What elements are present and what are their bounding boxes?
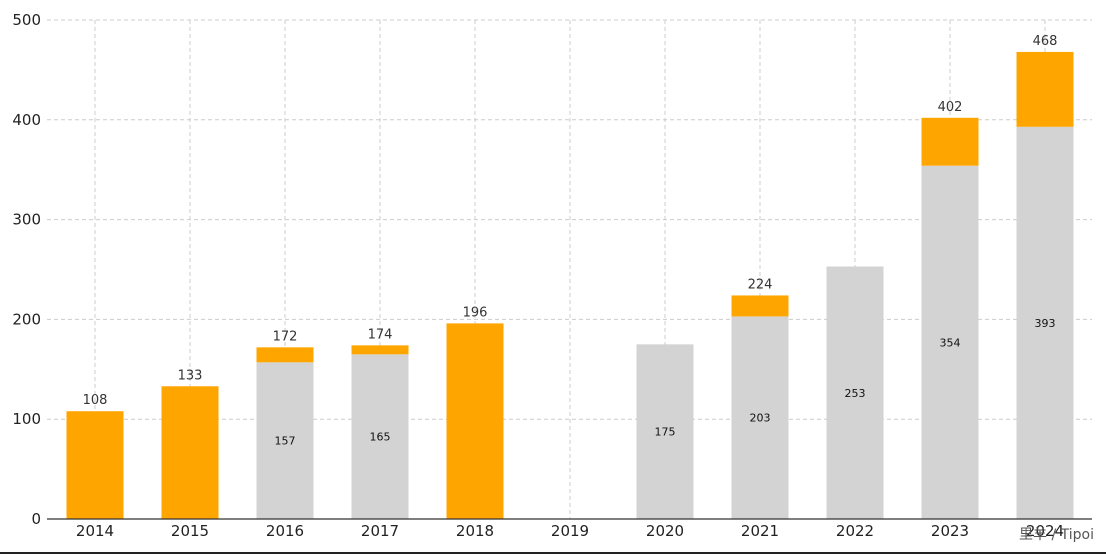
bar-segment-orange bbox=[731, 295, 789, 317]
x-tick-label: 2024 bbox=[1026, 522, 1064, 540]
bar-segment-gray bbox=[921, 165, 979, 519]
bar-segment-gray bbox=[636, 344, 694, 519]
bar-segment-orange bbox=[351, 345, 409, 355]
bar-segment-gray bbox=[731, 316, 789, 519]
total-label: 402 bbox=[938, 100, 963, 115]
bar-segment-gray bbox=[256, 362, 314, 519]
axes: 0 100 200 300 400 500 2014 2015 2016 2017 2018 2019… bbox=[12, 11, 1092, 540]
y-tick-label: 100 bbox=[12, 410, 41, 428]
x-tick-label: 2014 bbox=[76, 522, 114, 540]
inner-label: 253 bbox=[845, 387, 866, 400]
y-tick-label: 200 bbox=[12, 310, 41, 328]
x-tick-label: 2019 bbox=[551, 522, 589, 540]
bar-segment-orange bbox=[446, 323, 504, 519]
bar-segment-orange bbox=[256, 347, 314, 363]
total-label: 108 bbox=[83, 393, 108, 408]
inner-label: 203 bbox=[750, 412, 771, 425]
x-tick-label: 2017 bbox=[361, 522, 399, 540]
data-labels: 108 133 172 157 174 165 196 175 224 203 253 402 354 4… bbox=[83, 34, 1058, 448]
y-tick-label: 0 bbox=[31, 510, 41, 528]
y-tick-label: 500 bbox=[12, 11, 41, 29]
x-tick-label: 2015 bbox=[171, 522, 209, 540]
total-label: 468 bbox=[1033, 34, 1058, 49]
y-tick-label: 300 bbox=[12, 211, 41, 229]
total-label: 196 bbox=[463, 305, 488, 320]
bar-segment-orange bbox=[66, 411, 124, 519]
inner-label: 354 bbox=[940, 336, 961, 349]
inner-label: 175 bbox=[655, 426, 676, 439]
y-tick-label: 400 bbox=[12, 111, 41, 129]
inner-label: 393 bbox=[1035, 317, 1056, 330]
x-tick-label: 2016 bbox=[266, 522, 304, 540]
x-tick-label: 2020 bbox=[646, 522, 684, 540]
inner-label: 157 bbox=[275, 435, 296, 448]
bar-segment-gray bbox=[1016, 126, 1074, 519]
x-tick-label: 2018 bbox=[456, 522, 494, 540]
bar-segment-gray bbox=[351, 354, 409, 519]
bar-segment-orange bbox=[921, 117, 979, 166]
bar-segment-orange bbox=[1016, 51, 1074, 127]
watermark: 里羊 / Tipoi bbox=[1019, 527, 1094, 543]
x-tick-label: 2021 bbox=[741, 522, 779, 540]
total-label: 224 bbox=[748, 277, 773, 292]
total-label: 174 bbox=[368, 327, 393, 342]
bars bbox=[66, 51, 1074, 519]
total-label: 133 bbox=[178, 368, 203, 383]
bar-segment-orange bbox=[161, 386, 219, 519]
inner-label: 165 bbox=[370, 431, 391, 444]
x-tick-label: 2022 bbox=[836, 522, 874, 540]
page-bottom-border bbox=[0, 552, 1106, 554]
x-tick-label: 2023 bbox=[931, 522, 969, 540]
bar-segment-gray bbox=[826, 266, 884, 519]
total-label: 172 bbox=[273, 329, 298, 344]
